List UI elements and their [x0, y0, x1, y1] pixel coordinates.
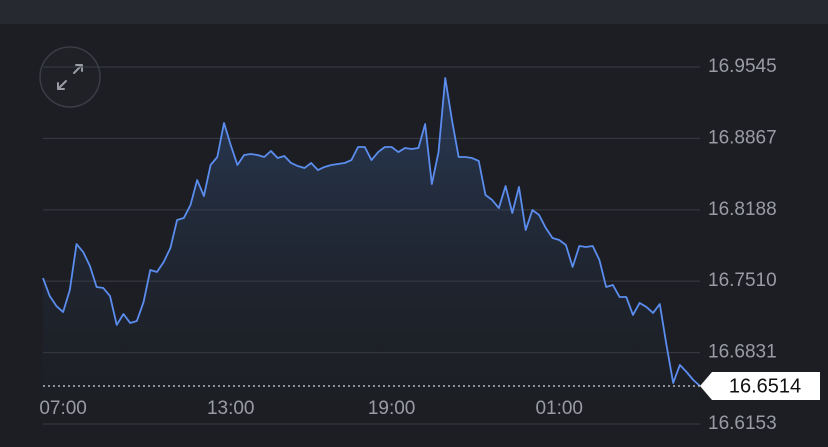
x-tick-label: 07:00: [39, 398, 87, 419]
y-tick-label: 16.8188: [708, 199, 777, 220]
y-tick-label: 16.7510: [708, 270, 777, 291]
line: [42, 77, 701, 387]
y-tick-label: 16.8867: [708, 127, 777, 148]
plot: [42, 77, 701, 425]
y-tick-label: 16.9545: [708, 56, 777, 77]
labels: 16.6153 16.6831 16.7510 16.8188 16.8867 16.95…: [39, 56, 820, 434]
y-tick-label: 16.6831: [708, 342, 777, 363]
area: [43, 78, 700, 425]
last-value-label: 16.6514: [729, 375, 801, 397]
x-tick-label: 01:00: [535, 398, 583, 419]
top-bar: [0, 0, 828, 24]
last-value-box: [700, 372, 820, 401]
x-tick-label: 19:00: [368, 398, 416, 419]
y-tick-label: 16.6153: [708, 413, 777, 434]
x-tick-label: 13:00: [207, 398, 255, 419]
expand-button[interactable]: [39, 46, 101, 108]
